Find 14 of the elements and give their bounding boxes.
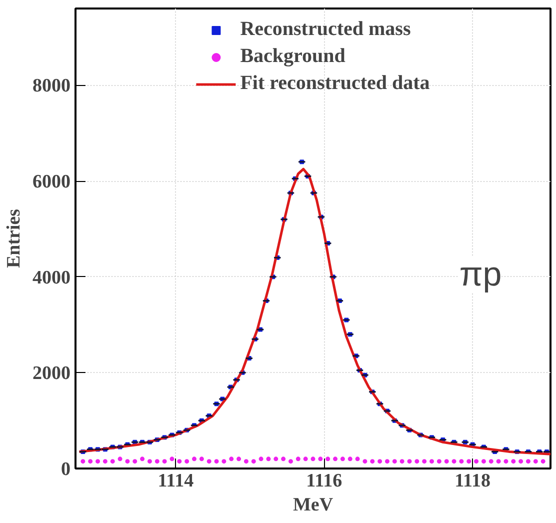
annotation: πp — [459, 256, 502, 294]
y-tick-label: 6000 — [32, 172, 70, 192]
y-tick-label: 0 — [61, 459, 70, 480]
x-tick-label: 1114 — [158, 470, 194, 492]
x-axis-title: MeV — [292, 494, 334, 516]
y-tick-label: 4000 — [32, 267, 70, 288]
x-tick-label: 1116 — [306, 470, 342, 492]
y-tick-label: 2000 — [32, 363, 70, 384]
x-tick-label: 1118 — [454, 470, 491, 492]
y-axis-title: Entries — [4, 208, 24, 268]
legend-label: Fit reconstructed data — [240, 72, 430, 95]
legend-label: Background — [240, 45, 346, 68]
y-tick-label: 8000 — [32, 76, 70, 97]
legend-label: Reconstructed mass — [240, 18, 411, 41]
